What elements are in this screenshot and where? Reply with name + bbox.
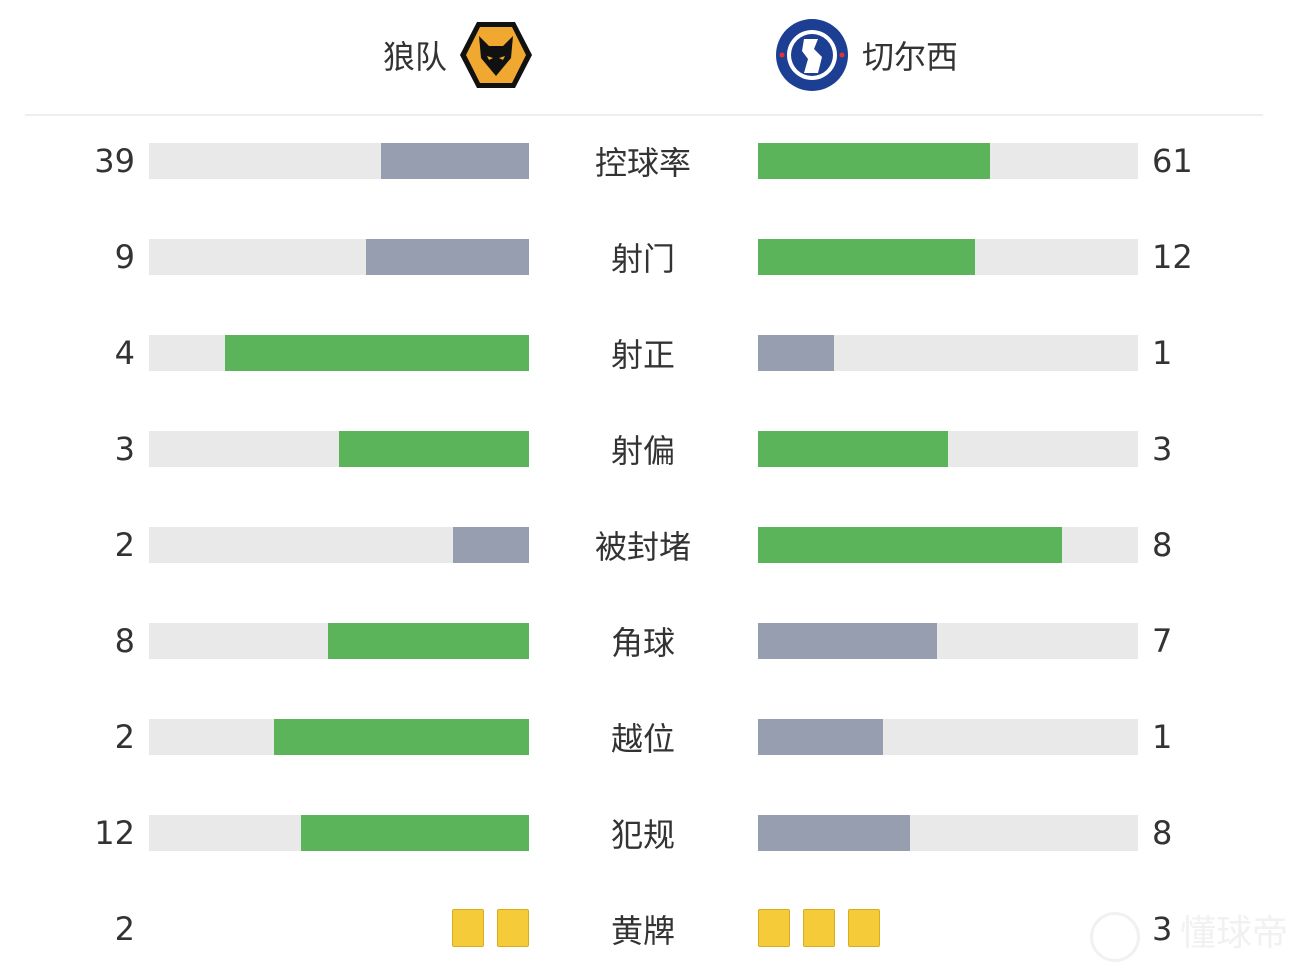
stat-row-yellow-cards: 2 黄牌 3 (0, 909, 1289, 950)
stat-row: 12 犯规 8 (0, 813, 1289, 854)
stat-row: 4 射正 1 (0, 333, 1289, 374)
away-team-name: 切尔西 (862, 38, 959, 76)
away-bar-track (758, 719, 1138, 755)
stat-row: 3 射偏 3 (0, 429, 1289, 470)
home-bar-track (149, 335, 529, 371)
stat-label: 越位 (610, 720, 675, 758)
away-bar-fill (758, 431, 948, 467)
chelsea-crest-icon (776, 19, 848, 91)
home-bar-fill (380, 143, 529, 179)
home-bar-track (149, 623, 529, 659)
stat-label: 犯规 (610, 816, 675, 854)
home-bar-track (149, 719, 529, 755)
watermark: 懂球帝 (1180, 913, 1289, 954)
home-bar-fill (339, 431, 529, 467)
yellow-card-icon (803, 909, 835, 947)
stat-row: 9 射门 12 (0, 237, 1289, 278)
home-value: 9 (114, 238, 135, 276)
away-value: 12 (1152, 238, 1193, 276)
home-team-name: 狼队 (382, 38, 447, 76)
yellow-card-icon (758, 909, 790, 947)
yellow-card-icon (452, 909, 484, 947)
home-team[interactable]: 狼队 (383, 20, 533, 90)
home-value: 39 (94, 142, 135, 180)
home-bar-track (149, 815, 529, 851)
home-value: 8 (114, 622, 135, 660)
yellow-card-icon (848, 909, 880, 947)
away-team[interactable]: 切尔西 (774, 19, 959, 91)
away-value: 3 (1152, 910, 1173, 948)
divider (25, 114, 1263, 116)
stat-row: 8 角球 7 (0, 621, 1289, 662)
home-bar-track (149, 239, 529, 275)
stat-label: 被封堵 (594, 528, 691, 566)
away-bar-track (758, 623, 1138, 659)
home-bar-track (149, 431, 529, 467)
away-bar-fill (758, 719, 884, 755)
stat-label: 角球 (610, 624, 675, 662)
stat-row: 39 控球率 61 (0, 141, 1289, 182)
away-value: 3 (1152, 430, 1173, 468)
away-bar-fill (758, 815, 910, 851)
home-value: 2 (114, 910, 135, 948)
wolves-crest-icon (460, 22, 532, 88)
yellow-card-icon (497, 909, 529, 947)
stat-row: 2 越位 1 (0, 717, 1289, 758)
home-bar-fill (301, 815, 529, 851)
away-bar-track (758, 335, 1138, 371)
stat-label: 控球率 (594, 144, 691, 182)
home-bar-track (149, 143, 529, 179)
match-header: 狼队 切尔西 (0, 0, 1289, 114)
home-bar-fill (453, 527, 529, 563)
home-value: 3 (114, 430, 135, 468)
watermark-logo-icon (1090, 912, 1140, 962)
away-bar-track (758, 815, 1138, 851)
away-bar-fill (758, 527, 1062, 563)
away-bar-fill (758, 335, 834, 371)
home-value: 12 (94, 814, 135, 852)
away-bar-fill (758, 623, 937, 659)
stat-label: 黄牌 (610, 912, 675, 950)
home-value: 4 (114, 334, 135, 372)
away-bar-track (758, 143, 1138, 179)
away-bar-track (758, 527, 1138, 563)
away-bar-fill (758, 239, 975, 275)
home-bar-fill (365, 239, 529, 275)
away-value: 8 (1152, 526, 1173, 564)
home-bar-track (149, 527, 529, 563)
home-bar-fill (327, 623, 529, 659)
away-value: 8 (1152, 814, 1173, 852)
stat-label: 射正 (610, 336, 675, 374)
home-bar-fill (274, 719, 529, 755)
home-yellow-cards (452, 909, 529, 947)
away-bar-track (758, 431, 1138, 467)
stat-label: 射偏 (610, 432, 675, 470)
stat-row: 2 被封堵 8 (0, 525, 1289, 566)
home-value: 2 (114, 718, 135, 756)
away-bar-fill (758, 143, 990, 179)
away-yellow-cards (758, 909, 880, 947)
away-value: 1 (1152, 334, 1173, 372)
home-bar-fill (225, 335, 529, 371)
stat-label: 射门 (610, 240, 675, 278)
home-value: 2 (114, 526, 135, 564)
away-value: 1 (1152, 718, 1173, 756)
away-value: 7 (1152, 622, 1173, 660)
away-value: 61 (1152, 142, 1193, 180)
away-bar-track (758, 239, 1138, 275)
